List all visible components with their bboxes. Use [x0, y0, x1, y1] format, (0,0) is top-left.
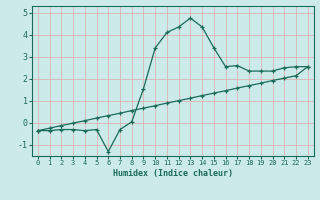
X-axis label: Humidex (Indice chaleur): Humidex (Indice chaleur) [113, 169, 233, 178]
